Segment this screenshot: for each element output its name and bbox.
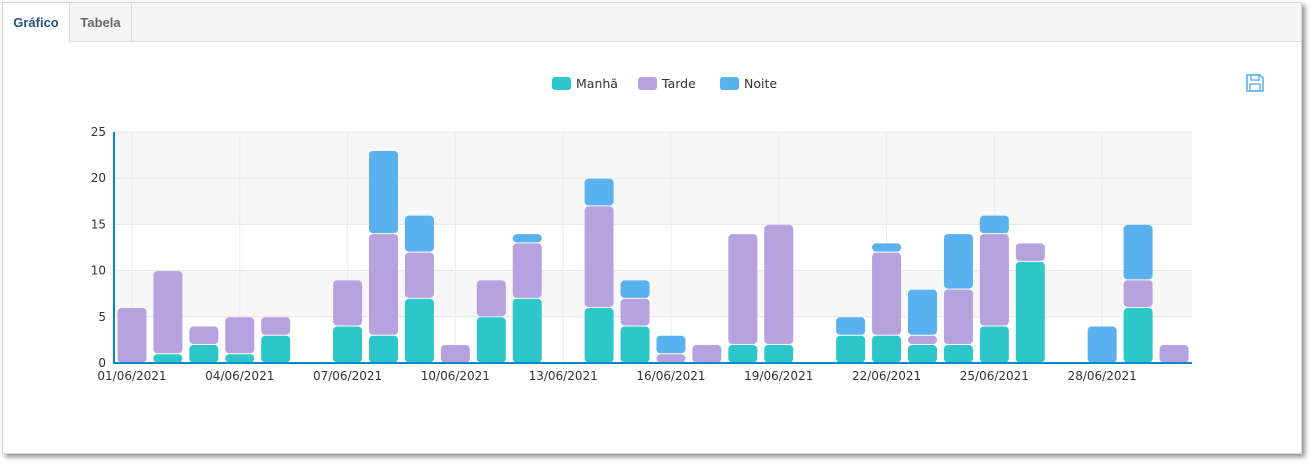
x-tick-label: 04/06/2021	[205, 369, 274, 383]
bar-segment[interactable]	[764, 224, 794, 345]
grid-band	[114, 132, 1192, 179]
bar-segment[interactable]	[333, 280, 363, 326]
x-tick-label: 01/06/2021	[97, 369, 166, 383]
legend-label[interactable]: Tarde	[661, 76, 696, 91]
tab-bar: Gráfico Tabela	[3, 3, 1301, 42]
bar-segment[interactable]	[908, 345, 937, 363]
grid-band	[114, 270, 1192, 317]
bar-segment[interactable]	[404, 215, 434, 252]
bar-segment[interactable]	[620, 298, 650, 326]
x-tick-label: 28/06/2021	[1068, 369, 1137, 383]
bar-segment[interactable]	[153, 271, 183, 354]
bar-segment[interactable]	[225, 317, 255, 354]
bars	[117, 150, 1189, 363]
y-tick-label: 0	[98, 356, 106, 370]
bar-segment[interactable]	[1015, 243, 1045, 261]
bar-segment[interactable]	[1123, 308, 1153, 363]
bar-segment[interactable]	[584, 178, 614, 206]
x-tick-label: 22/06/2021	[852, 369, 921, 383]
bar-segment[interactable]	[189, 345, 219, 363]
y-tick-label: 25	[91, 125, 106, 139]
legend-label[interactable]: Noite	[744, 76, 777, 91]
x-tick-label: 10/06/2021	[421, 369, 490, 383]
bar-segment[interactable]	[261, 335, 291, 363]
bar-segment[interactable]	[908, 335, 937, 345]
bar-segment[interactable]	[117, 308, 147, 363]
bar-segment[interactable]	[943, 289, 973, 345]
bar-segment[interactable]	[333, 326, 363, 363]
bar-segment[interactable]	[728, 345, 758, 363]
bar-segment[interactable]	[369, 335, 398, 363]
bar-segment[interactable]	[261, 317, 291, 335]
y-tick-label: 15	[91, 217, 106, 231]
bar-segment[interactable]	[872, 252, 902, 335]
bar-segment[interactable]	[979, 215, 1009, 234]
bar-segment[interactable]	[476, 317, 506, 363]
bar-segment[interactable]	[620, 326, 650, 363]
bar-segment[interactable]	[979, 234, 1009, 326]
tab-tabela[interactable]: Tabela	[70, 3, 132, 41]
bar-segment[interactable]	[979, 326, 1009, 363]
bar-segment[interactable]	[728, 234, 758, 345]
save-image-button[interactable]	[1244, 72, 1266, 94]
bar-segment[interactable]	[908, 289, 937, 335]
tab-grafico[interactable]: Gráfico	[3, 3, 70, 42]
legend-swatch[interactable]	[552, 77, 571, 90]
bar-segment[interactable]	[764, 345, 794, 363]
bar-segment[interactable]	[656, 354, 686, 363]
bar-segment[interactable]	[872, 335, 902, 363]
bar-segment[interactable]	[943, 234, 973, 289]
legend: Manhã Tarde Noite	[552, 76, 777, 91]
bar-segment[interactable]	[836, 317, 866, 335]
grid-lines	[114, 131, 1192, 363]
bar-segment[interactable]	[153, 354, 183, 363]
grid-band	[114, 178, 1192, 225]
bar-segment[interactable]	[369, 234, 398, 335]
bar-segment[interactable]	[1123, 224, 1153, 280]
bar-segment[interactable]	[943, 345, 973, 363]
save-icon	[1246, 74, 1264, 92]
legend-swatch[interactable]	[638, 77, 657, 90]
bar-segment[interactable]	[512, 234, 542, 243]
y-tick-label: 20	[91, 171, 106, 185]
bar-segment[interactable]	[656, 335, 686, 354]
bar-segment[interactable]	[512, 298, 542, 363]
bar-segment[interactable]	[512, 243, 542, 298]
x-tick-label: 13/06/2021	[529, 369, 598, 383]
bar-segment[interactable]	[225, 354, 255, 363]
x-tick-label: 07/06/2021	[313, 369, 382, 383]
x-tick-label: 25/06/2021	[960, 369, 1029, 383]
bar-segment[interactable]	[404, 252, 434, 298]
y-tick-label: 5	[98, 310, 106, 324]
bar-segment[interactable]	[369, 150, 398, 234]
bar-segment[interactable]	[836, 335, 866, 363]
bar-segment[interactable]	[440, 345, 470, 363]
bar-segment[interactable]	[1159, 345, 1189, 363]
bar-segment[interactable]	[692, 345, 722, 363]
axes: 0 5 10 15 20 25 01/06/2021 04/06/2021 07/06/2021…	[91, 125, 1192, 383]
bar-segment[interactable]	[476, 280, 506, 317]
bar-segment[interactable]	[404, 298, 434, 363]
x-tick-label: 16/06/2021	[636, 369, 705, 383]
bar-segment[interactable]	[584, 206, 614, 308]
bar-segment[interactable]	[1123, 280, 1153, 308]
bar-segment[interactable]	[189, 326, 219, 345]
bar-segment[interactable]	[584, 308, 614, 363]
bar-segment[interactable]	[1015, 261, 1045, 363]
bar-segment[interactable]	[620, 280, 650, 298]
x-tick-label: 19/06/2021	[744, 369, 813, 383]
legend-swatch[interactable]	[720, 77, 739, 90]
bar-segment[interactable]	[872, 243, 902, 252]
y-tick-label: 10	[91, 264, 106, 278]
bar-segment[interactable]	[1087, 326, 1117, 363]
legend-label[interactable]: Manhã	[576, 76, 618, 91]
